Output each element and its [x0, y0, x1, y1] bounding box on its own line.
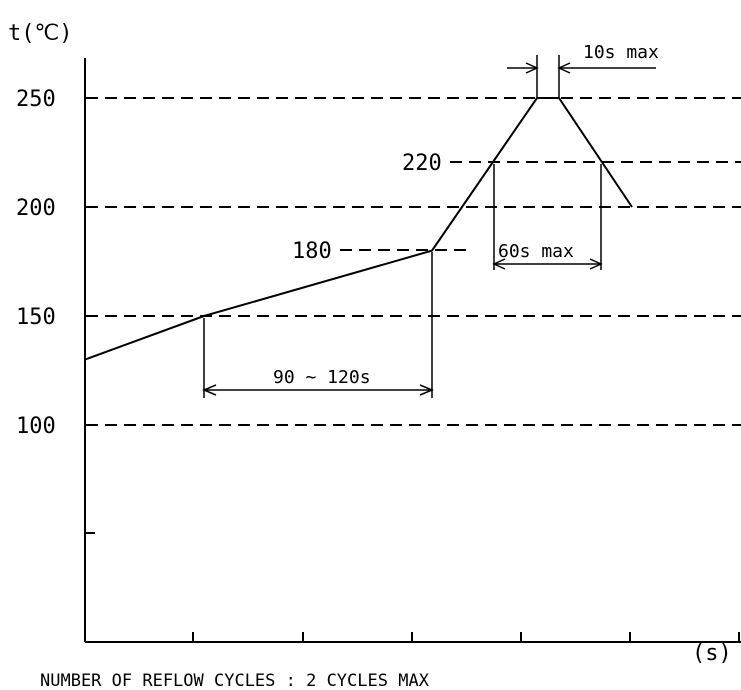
- reflow-cycles-note: NUMBER OF REFLOW CYCLES : 2 CYCLES MAX: [40, 671, 430, 690]
- preheat-time-label: 90 ~ 120s: [273, 367, 371, 388]
- x-axis-label: (s): [692, 641, 732, 666]
- axes: [84, 58, 741, 643]
- y-tick-labels: 250 200 150 100: [16, 87, 56, 439]
- y-tick-label-100: 100: [16, 414, 56, 439]
- reflow-profile-line: [84, 97, 633, 361]
- y-tick-label-150: 150: [16, 305, 56, 330]
- peak-time-label: 10s max: [583, 42, 659, 63]
- above-220-time-label: 60s max: [498, 241, 574, 262]
- level-180-label: 180: [292, 239, 332, 264]
- above-220-dimension: [492, 164, 603, 270]
- peak-dimension: [507, 55, 656, 98]
- preheat-dimension: [202, 252, 434, 398]
- y-tick-label-250: 250: [16, 87, 56, 112]
- level-lines: [340, 161, 741, 251]
- level-220-label: 220: [402, 151, 442, 176]
- y-axis-label: t(℃): [8, 21, 72, 46]
- gridlines: [86, 97, 741, 426]
- y-tick-label-200: 200: [16, 196, 56, 221]
